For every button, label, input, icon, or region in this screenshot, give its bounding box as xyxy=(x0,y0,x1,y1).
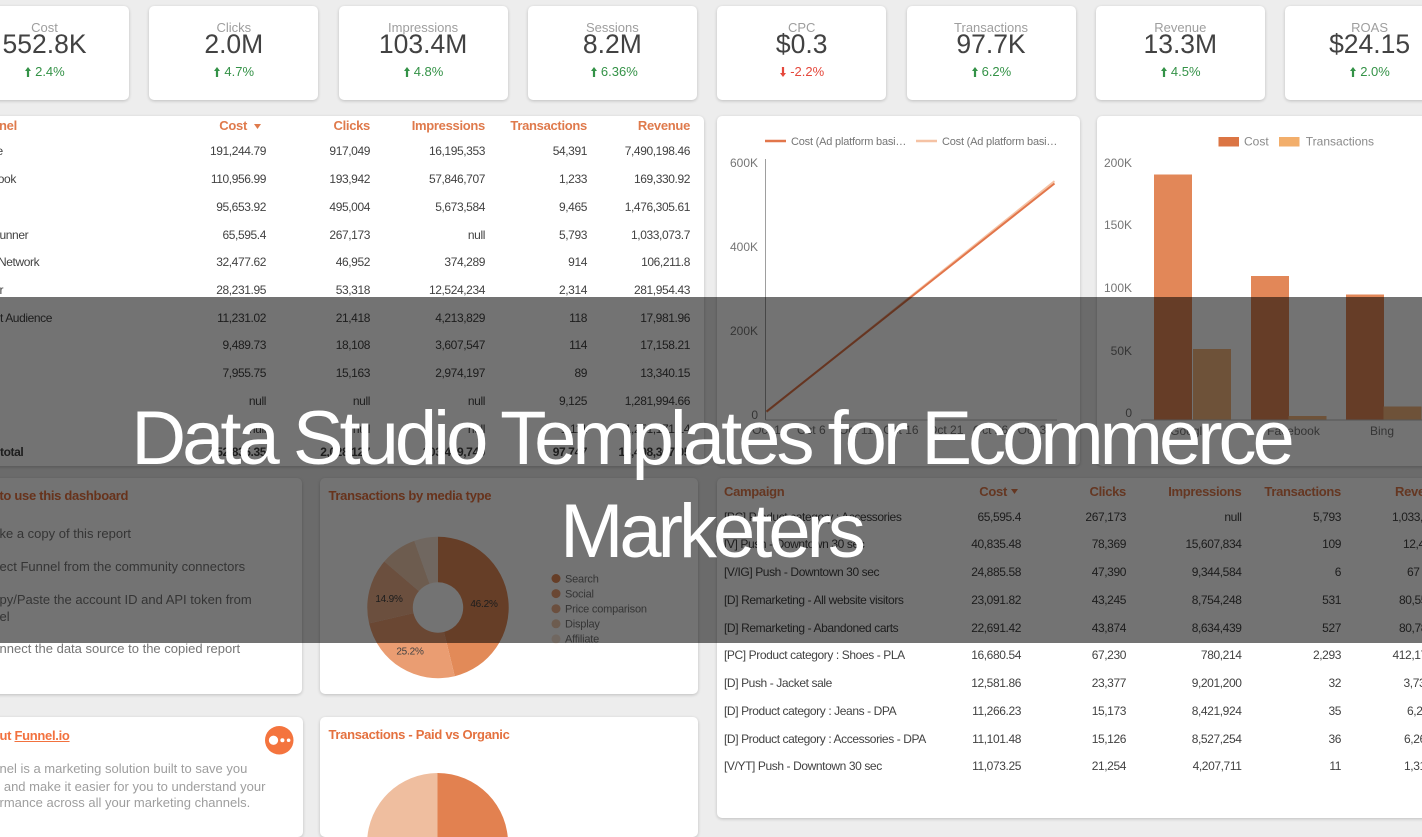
svg-text:100K: 100K xyxy=(1104,281,1132,295)
svg-text:200K: 200K xyxy=(1104,156,1132,170)
svg-text:Cost: Cost xyxy=(1244,135,1269,149)
svg-text:600K: 600K xyxy=(729,156,757,170)
svg-text:150K: 150K xyxy=(1104,218,1132,232)
svg-text:25.2%: 25.2% xyxy=(396,646,424,657)
svg-text:400K: 400K xyxy=(729,240,757,254)
svg-text:Cost (Ad platform basi…: Cost (Ad platform basi… xyxy=(942,136,1057,148)
svg-text:Cost (Ad platform basi…: Cost (Ad platform basi… xyxy=(791,136,906,148)
svg-text:Transactions: Transactions xyxy=(1306,135,1374,149)
